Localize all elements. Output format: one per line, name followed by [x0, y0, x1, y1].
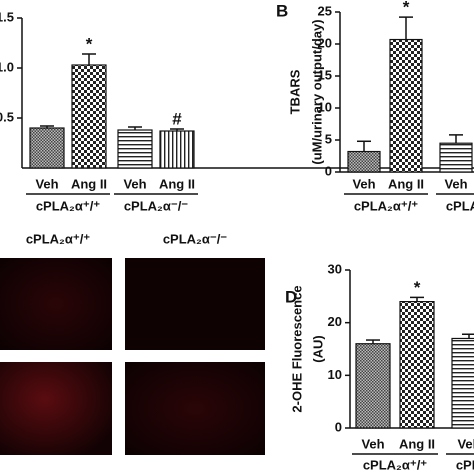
x-tick-label: Ang II [71, 176, 107, 191]
bar [71, 64, 107, 169]
image-column-label: cPLA₂α⁺/⁺ [26, 231, 90, 246]
bar [389, 38, 423, 173]
y-tick-label: 30 [328, 261, 342, 276]
x-tick-label: Veh [361, 436, 384, 451]
group-label: cPLA₂α⁺/⁺ [363, 457, 427, 472]
group-label: cPLA₂α⁻/⁻ [124, 198, 188, 213]
micrographs: cPLA₂α⁺/⁺ cPLA₂α⁻/⁻ [0, 231, 265, 455]
y-tick-label: 15 [318, 67, 332, 82]
y-tick-label: 0 [335, 419, 342, 434]
y-tick-label: 20 [318, 35, 332, 50]
bar [159, 130, 195, 169]
y-tick-label: 20 [328, 314, 342, 329]
x-tick-label: Veh [123, 176, 146, 191]
y-tick-label: 5 [325, 131, 332, 146]
bar [439, 142, 473, 173]
y-tick-label: 10 [318, 99, 332, 114]
bar [399, 301, 435, 429]
y-tick-label: 25 [318, 3, 332, 18]
y-tick-label: 1.0 [0, 59, 14, 74]
micrograph [125, 258, 265, 350]
image-column-label: cPLA₂α⁻/⁻ [163, 231, 227, 246]
y-tick-label: 10 [328, 367, 342, 382]
y-axis-label: (uM/urinary output/day) [309, 19, 324, 164]
bar [347, 150, 381, 173]
x-tick-label: Veh [457, 436, 474, 451]
y-tick-label: 0 [325, 163, 332, 178]
bar [117, 129, 153, 169]
group-label: cPLA₂α⁺/⁺ [36, 198, 100, 213]
bar [355, 343, 391, 429]
group-label: cPLA₂α⁺/⁺ [354, 198, 418, 213]
y-axis-label: (AU) [310, 335, 325, 362]
group-label: cPLA₂α⁻/⁻ [446, 198, 474, 213]
annotation: * [86, 34, 93, 53]
micrograph [0, 362, 112, 455]
micrograph [0, 258, 112, 350]
annotation: * [414, 278, 421, 297]
y-axis-label: 2-OHE Fluorescence [289, 285, 304, 412]
x-tick-label: Veh [444, 176, 467, 191]
x-tick-label: Ang II [399, 436, 435, 451]
x-tick-label: Veh [35, 176, 58, 191]
x-tick-label: Veh [352, 176, 375, 191]
y-tick-label: 1.5 [0, 9, 14, 24]
micrograph [125, 362, 265, 455]
panel-letter: B [276, 1, 288, 20]
annotation: # [172, 109, 182, 128]
group-label: cPLA₂α⁻/⁻ [456, 457, 474, 472]
x-tick-label: Ang II [388, 176, 424, 191]
bar [29, 127, 65, 169]
panel-letter: D [285, 287, 297, 306]
x-tick-label: Ang II [159, 176, 195, 191]
y-axis-label: TBARS [287, 69, 302, 114]
y-tick-label: 0.5 [0, 109, 14, 124]
bar [451, 337, 474, 429]
annotation: * [403, 0, 410, 17]
